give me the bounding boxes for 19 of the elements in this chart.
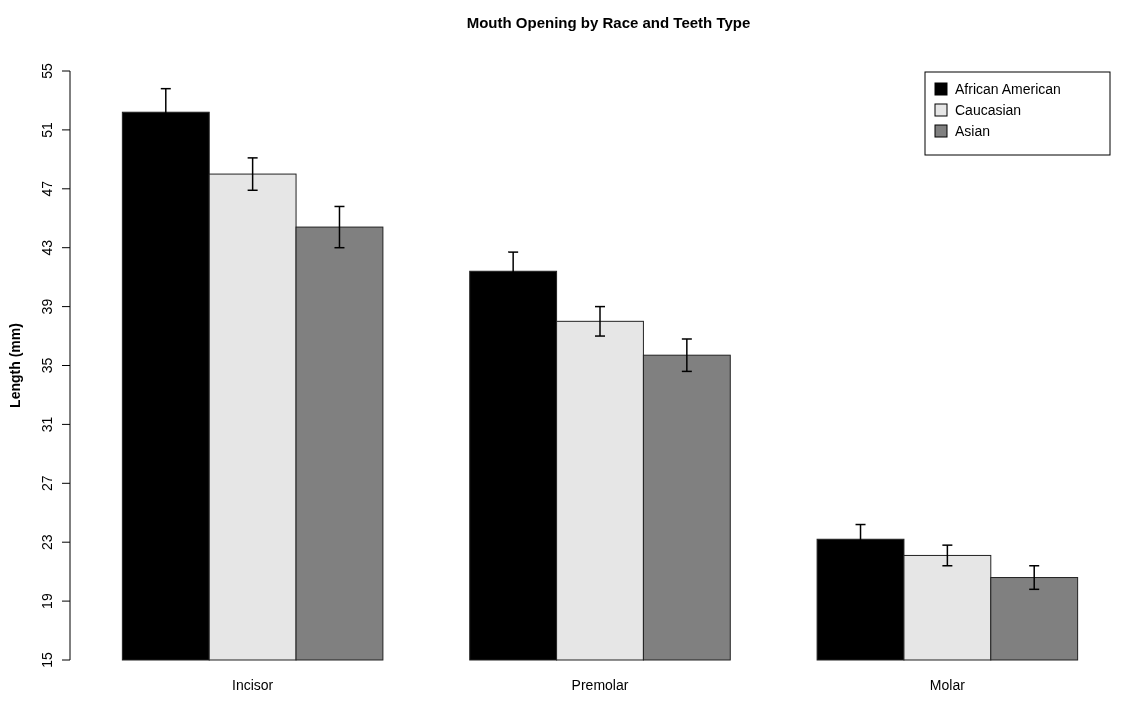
y-tick-label: 39	[39, 298, 55, 315]
y-tick-label: 47	[39, 180, 55, 197]
y-tick-label: 31	[39, 416, 55, 433]
y-tick-label: 27	[39, 475, 55, 492]
y-tick-label: 19	[39, 593, 55, 609]
x-tick-label: Molar	[929, 677, 966, 693]
chart-title: Mouth Opening by Race and Teeth Type	[466, 14, 751, 31]
x-tick-label: Incisor	[232, 677, 274, 693]
legend-label: African American	[955, 81, 1061, 97]
legend-label: Asian	[955, 123, 991, 139]
y-axis-title: Length (mm)	[7, 323, 23, 408]
legend-label: Caucasian	[955, 102, 1022, 118]
y-tick-label: 23	[39, 534, 55, 550]
y-tick-label: 55	[39, 63, 55, 79]
y-tick-label: 43	[39, 239, 55, 256]
x-tick-label: Premolar	[571, 677, 629, 693]
y-tick-label: 51	[39, 121, 55, 138]
y-tick-label: 35	[39, 357, 55, 374]
y-tick-label: 15	[39, 652, 55, 668]
